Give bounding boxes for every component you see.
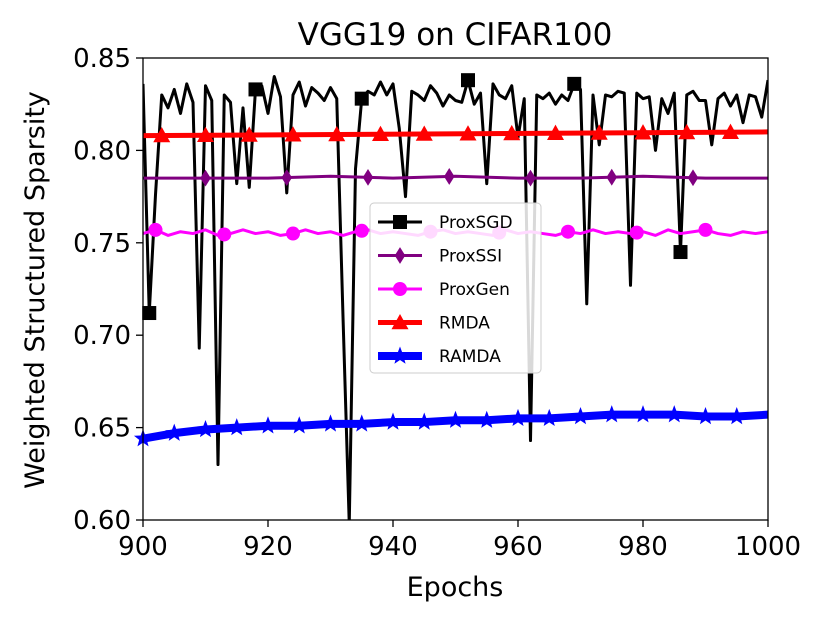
rmda-marker [634, 124, 652, 140]
series-markers [133, 73, 746, 447]
rmda-marker [197, 126, 214, 143]
proxsgd-marker [354, 91, 369, 106]
rmda-marker [415, 125, 433, 141]
x-tick-label: 980 [618, 532, 668, 562]
y-tick-label: 0.75 [73, 229, 131, 259]
proxgen-marker [354, 223, 369, 238]
proxsgd-marker [461, 73, 475, 88]
y-tick-label: 0.70 [73, 321, 131, 351]
ramda-marker [477, 410, 496, 428]
rmda-marker [328, 125, 346, 142]
proxsgd-marker [567, 76, 582, 91]
proxsgd-line [143, 74, 768, 520]
x-tick-label: 900 [118, 532, 168, 562]
legend-ramda-label: RAMDA [439, 347, 501, 367]
legend-proxsgd-marker [393, 215, 407, 229]
proxssi-line [143, 174, 768, 180]
x-tick-label: 960 [493, 532, 543, 562]
rmda-line [143, 129, 768, 139]
ramda-marker [321, 414, 340, 432]
rmda-marker [372, 125, 389, 142]
ramda-marker [415, 412, 434, 430]
proxgen-marker [148, 222, 163, 237]
proxgen-marker [561, 224, 575, 239]
ramda-marker [165, 423, 184, 441]
rmda-marker [459, 125, 477, 141]
x-tick-label: 940 [368, 532, 418, 562]
ramda-marker [602, 405, 621, 423]
x-tick-label: 920 [243, 532, 293, 562]
x-tick-label: 1000 [735, 532, 801, 562]
rmda-marker [284, 126, 302, 142]
plot-frame [142, 57, 769, 521]
proxssi-marker [281, 169, 292, 186]
legend-proxssi-label: ProxSSI [439, 247, 502, 267]
legend-proxgen-marker [393, 282, 407, 296]
ramda-marker [633, 405, 653, 423]
ramda-marker [258, 416, 278, 434]
ramda-marker [227, 418, 246, 436]
rmda-marker [722, 123, 739, 139]
proxsgd-marker [142, 306, 157, 321]
y-tick-label: 0.65 [73, 414, 131, 444]
legend-rmda-label: RMDA [439, 314, 490, 334]
ramda-marker [196, 419, 215, 438]
proxssi-marker [362, 168, 374, 186]
proxgen-marker [217, 227, 232, 242]
ramda-marker [383, 412, 403, 430]
ramda-marker [571, 407, 590, 425]
plot-area [133, 57, 769, 521]
rmda-marker [590, 124, 608, 140]
x-axis-ticks: 900 920 940 960 980 1000 [118, 520, 801, 562]
proxssi-marker [444, 168, 455, 185]
proxgen-marker [286, 226, 300, 241]
chart-title: VGG19 on CIFAR100 [298, 17, 613, 53]
legend-box [369, 202, 542, 374]
proxsgd-marker [673, 245, 688, 260]
proxssi-marker [606, 168, 617, 186]
legend-ramda-marker [390, 346, 410, 364]
proxsgd-marker [248, 82, 263, 97]
ramda-marker [446, 410, 465, 428]
x-axis-label: Epochs [407, 572, 504, 603]
rmda-marker [153, 127, 171, 143]
rmda-marker [240, 126, 258, 142]
ramda-marker [508, 408, 528, 427]
proxssi-marker [687, 169, 699, 187]
y-axis-ticks: 0.60 0.65 0.70 0.75 0.80 0.85 [73, 44, 143, 536]
legend-proxssi-marker [394, 247, 406, 264]
ramda-marker [540, 408, 559, 427]
ramda-marker [665, 405, 684, 423]
legend: ProxSGD ProxSSI ProxGen RMDA RAMDA [369, 202, 542, 374]
proxssi-marker [200, 169, 211, 187]
ramda-marker [290, 416, 309, 434]
legend-proxsgd-label: ProxSGD [439, 213, 513, 233]
legend-rmda-marker [391, 314, 409, 330]
y-axis-label: Weighted Structured Sparsity [20, 91, 51, 489]
ramda-marker [696, 407, 715, 425]
y-tick-label: 0.60 [73, 506, 131, 536]
ramda-marker [352, 414, 371, 432]
rmda-marker [678, 123, 696, 140]
y-tick-label: 0.85 [73, 44, 131, 74]
rmda-marker [547, 124, 564, 140]
ramda-marker [727, 407, 746, 425]
rmda-marker [503, 124, 521, 141]
y-tick-label: 0.80 [73, 136, 131, 166]
proxgen-marker [629, 225, 644, 240]
legend-proxgen-label: ProxGen [439, 280, 510, 300]
proxgen-marker [698, 222, 713, 237]
proxssi-marker [525, 169, 536, 187]
